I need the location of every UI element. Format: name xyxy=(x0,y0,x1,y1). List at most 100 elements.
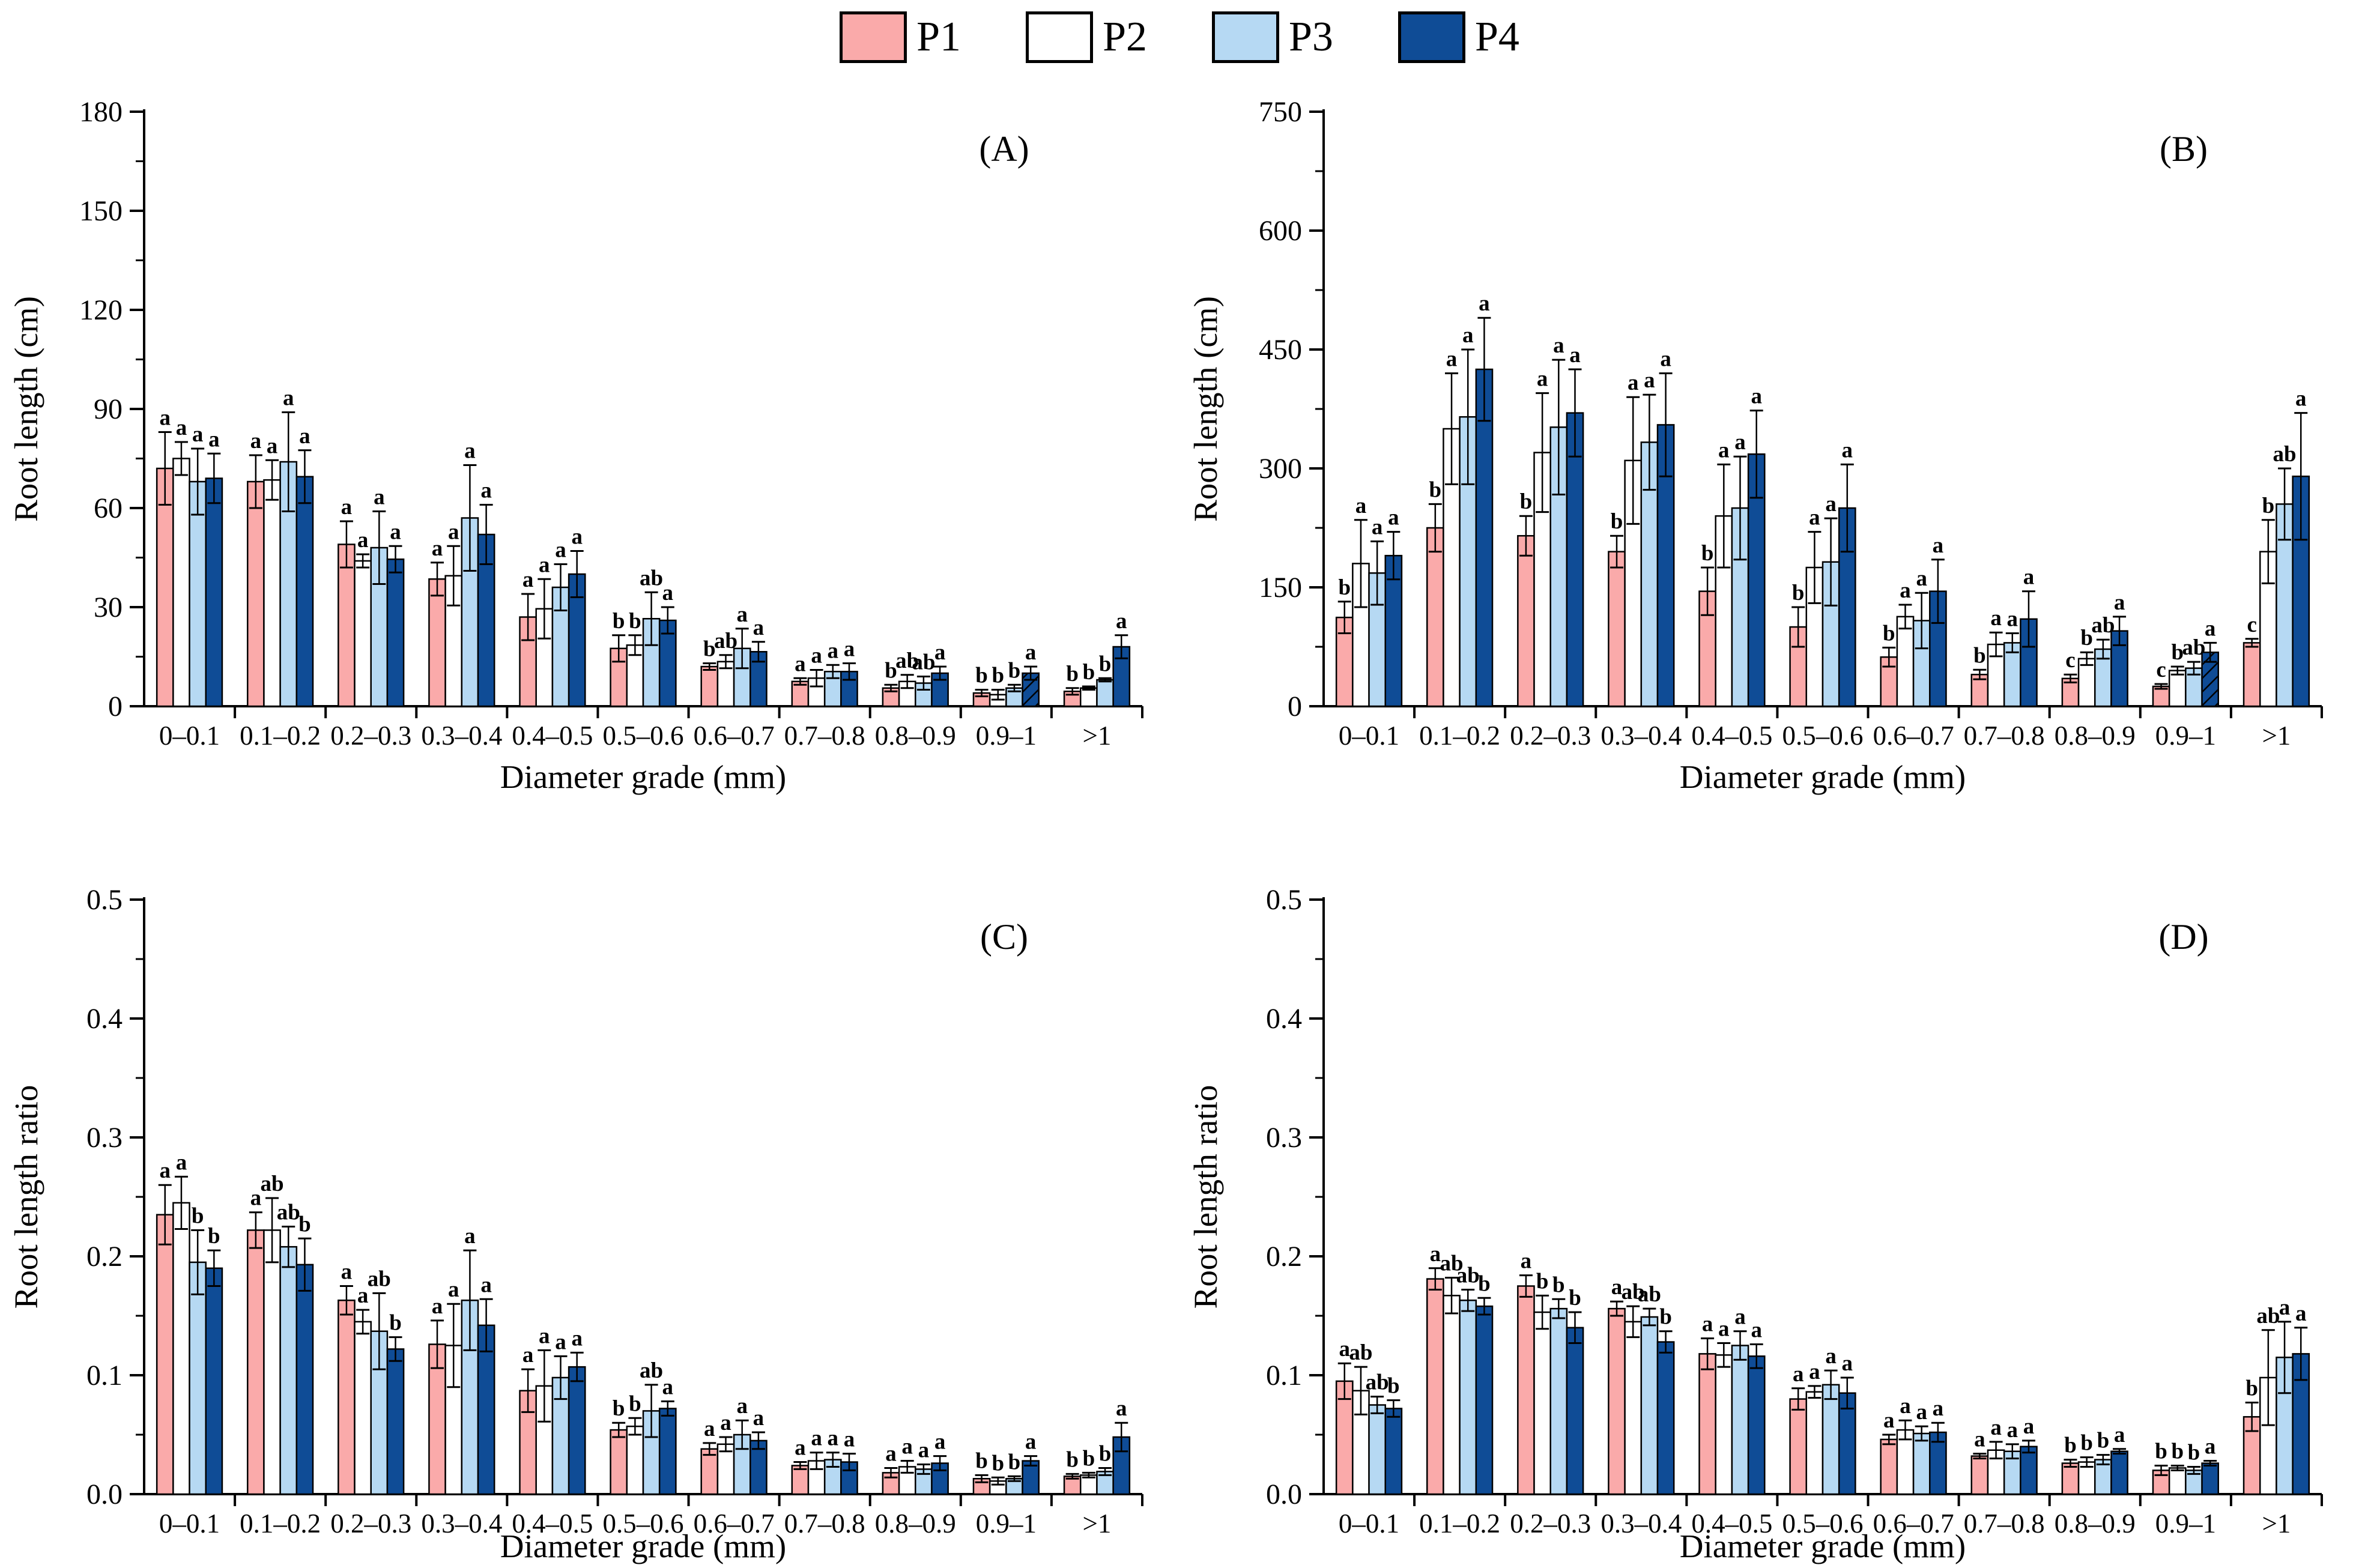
sig-letter: b xyxy=(1338,575,1351,600)
sig-letter: b xyxy=(613,609,625,634)
sig-letter: a xyxy=(795,652,806,676)
bar-P4 xyxy=(386,558,405,707)
x-category-label: 0.5–0.6 xyxy=(1782,1509,1864,1539)
sig-letter: a xyxy=(176,1150,187,1175)
bar-P2 xyxy=(2168,1467,2187,1495)
y-tick-label: 450 xyxy=(1259,334,1302,366)
sig-letter: a xyxy=(2114,590,2125,615)
sig-letter: a xyxy=(2205,1435,2216,1459)
bar-P4 xyxy=(1384,1408,1403,1495)
x-category-label: 0.6–0.7 xyxy=(694,721,775,751)
y-tick-label: 90 xyxy=(94,393,123,425)
sig-letter: a xyxy=(522,1343,534,1367)
bar-P4 xyxy=(205,1267,223,1495)
sig-letter: a xyxy=(571,525,583,549)
bar-P4 xyxy=(205,477,223,707)
legend-swatch-p1-icon xyxy=(840,11,907,63)
sig-letter: a xyxy=(934,640,946,665)
legend-label-p3: P3 xyxy=(1289,14,1333,60)
sig-letter: b xyxy=(703,637,716,662)
sig-letter: b xyxy=(1611,509,1623,534)
x-axis-title: Diameter grade (mm) xyxy=(1680,1528,1966,1564)
bar-P4 xyxy=(658,619,677,707)
panel-label: (D) xyxy=(2158,917,2208,957)
sig-letter: b xyxy=(629,1391,641,1416)
sig-letter: b xyxy=(1701,541,1714,566)
sig-letter: a xyxy=(299,424,310,449)
y-tick-label: 30 xyxy=(94,592,123,623)
sig-letter: a xyxy=(1355,494,1367,518)
x-category-label: 0.8–0.9 xyxy=(875,721,956,751)
sig-letter: b xyxy=(2188,1440,2200,1465)
bar-P4 xyxy=(1566,412,1584,707)
sig-letter: c xyxy=(2247,613,2256,637)
sig-letter: b xyxy=(1429,477,1442,502)
x-category-label: 0.6–0.7 xyxy=(694,1509,775,1539)
x-category-label: 0.5–0.6 xyxy=(1782,721,1864,751)
sig-letter: ab xyxy=(260,1172,283,1196)
y-tick-label: 0.2 xyxy=(1266,1241,1302,1273)
x-category-label: 0.1–0.2 xyxy=(240,721,321,751)
bar-P2 xyxy=(2168,670,2187,707)
sig-letter: b xyxy=(2155,1439,2167,1464)
bar-P2 xyxy=(1443,1295,1461,1495)
sig-letter: a xyxy=(2279,1295,2291,1320)
sig-letter: a xyxy=(1751,384,1762,409)
sig-letter: a xyxy=(480,1273,492,1297)
sig-letter: a xyxy=(1372,515,1383,539)
sig-letter: ab xyxy=(2256,1304,2280,1328)
x-category-label: 0.4–0.5 xyxy=(1691,721,1772,751)
sig-letter: a xyxy=(885,1441,897,1466)
bar-P1 xyxy=(2061,1462,2080,1495)
x-category-label: 0.2–0.3 xyxy=(1510,721,1591,751)
sig-letter: b xyxy=(2262,494,2275,518)
sig-letter: a xyxy=(2295,387,2307,411)
sig-letter: b xyxy=(1099,1441,1112,1466)
sig-letter: c xyxy=(2156,658,2166,682)
bar-P1 xyxy=(1517,1285,1535,1495)
y-axis-title: Root length ratio xyxy=(8,1085,44,1309)
sig-letter: a xyxy=(753,616,765,640)
sig-letter: b xyxy=(1569,1286,1581,1310)
bar-P3 xyxy=(1821,1384,1840,1495)
sig-letter: b xyxy=(2064,1433,2077,1458)
sig-letter: a xyxy=(267,434,278,458)
x-category-label: 0.3–0.4 xyxy=(421,721,502,751)
sig-letter: a xyxy=(736,1394,748,1418)
sig-letter: a xyxy=(555,538,566,563)
sig-letter: b xyxy=(1520,489,1533,514)
bar-P1 xyxy=(1608,551,1626,707)
sig-letter: a xyxy=(1842,1351,1853,1376)
bar-P4 xyxy=(1656,1341,1675,1495)
sig-letter: a xyxy=(1430,1242,1441,1267)
y-tick-label: 0.3 xyxy=(1266,1122,1302,1154)
sig-letter: b xyxy=(975,1448,988,1473)
x-category-label: 0.2–0.3 xyxy=(330,721,411,751)
sig-letter: a xyxy=(1339,1337,1351,1361)
sig-letter: b xyxy=(1066,1447,1079,1472)
y-tick-label: 120 xyxy=(79,294,123,326)
sig-letter: ab xyxy=(277,1200,300,1225)
sig-letter: a xyxy=(1793,1362,1804,1387)
x-category-label: 0.9–1 xyxy=(2155,721,2216,751)
bar-P1 xyxy=(428,578,446,707)
sig-letter: a xyxy=(2023,565,2035,590)
sig-letter: a xyxy=(432,1294,443,1319)
sig-letter: a xyxy=(464,1224,476,1249)
bar-P4 xyxy=(568,1366,586,1495)
sig-letter: b xyxy=(1066,662,1079,686)
sig-letter: a xyxy=(844,1427,855,1452)
sig-letter: a xyxy=(753,1406,765,1430)
sig-letter: a xyxy=(1702,1312,1713,1337)
x-category-label: 0.2–0.3 xyxy=(330,1509,411,1539)
x-category-label: >1 xyxy=(2262,1509,2291,1539)
bar-P4 xyxy=(2110,1450,2128,1495)
sig-letter: a xyxy=(901,1435,913,1459)
sig-letter: ab xyxy=(1456,1263,1480,1288)
sig-letter: a xyxy=(432,536,443,561)
sig-letter: a xyxy=(1809,1360,1820,1384)
bar-P2 xyxy=(1533,1311,1551,1495)
x-category-label: >1 xyxy=(1083,1509,1112,1539)
